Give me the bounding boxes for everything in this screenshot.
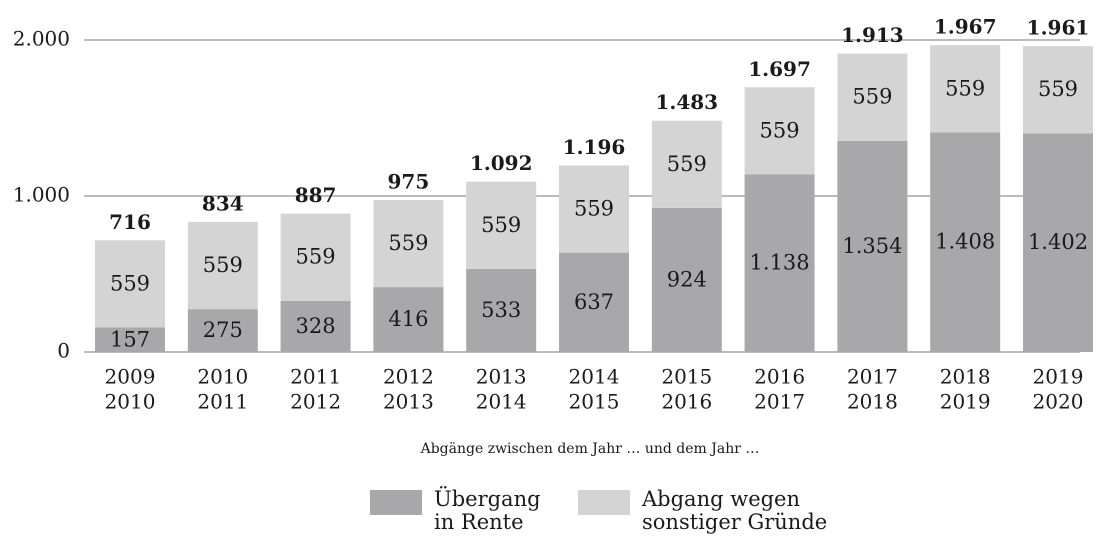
x-tick-label: 2018: [940, 365, 991, 389]
bar-segment: [559, 165, 629, 253]
y-tick-label: 1.000: [13, 183, 70, 207]
bar-segment: [744, 174, 815, 352]
legend-item: Übergang in Rente: [370, 488, 564, 534]
data-label: 559: [945, 76, 985, 100]
x-tick-label: 2017: [754, 390, 805, 414]
bar-segment: [373, 287, 444, 352]
bar-segment: [466, 268, 537, 352]
total-label: 1.961: [1027, 16, 1090, 40]
bar-segment: [651, 207, 722, 352]
bar-segment: [1023, 46, 1093, 134]
data-label: 328: [296, 314, 336, 338]
x-tick-label: 2016: [754, 365, 805, 389]
data-label: 559: [852, 85, 892, 109]
data-label: 157: [110, 327, 150, 351]
chart: Abgänge zwischen dem Jahr … und dem Jahr…: [13, 15, 1093, 457]
x-tick-label: 2011: [197, 390, 248, 414]
total-label: 1.196: [563, 135, 626, 159]
data-label: 559: [667, 152, 707, 176]
data-label: 1.402: [1028, 230, 1088, 254]
data-label: 1.408: [935, 230, 995, 254]
total-label: 975: [388, 169, 430, 193]
bar-segment: [95, 240, 165, 328]
data-label: 559: [481, 213, 521, 237]
bar-segment: [280, 213, 351, 301]
bar-segment: [744, 87, 815, 175]
x-tick-label: 2010: [105, 390, 156, 414]
x-tick-label: 2016: [661, 390, 712, 414]
data-label: 1.138: [750, 251, 810, 275]
bar-segment: [1023, 133, 1093, 352]
data-label: 533: [481, 298, 521, 322]
data-label: 275: [203, 318, 243, 342]
bar-segment: [187, 309, 258, 352]
total-label: 887: [295, 183, 337, 207]
x-axis-label: Abgänge zwischen dem Jahr … und dem Jahr…: [420, 441, 760, 457]
bar-segment: [466, 181, 537, 269]
total-label: 1.967: [934, 15, 997, 39]
total-label: 834: [202, 191, 244, 215]
bar-segment: [930, 132, 1001, 352]
x-tick-label: 2010: [197, 365, 248, 389]
bar-segment: [95, 327, 165, 352]
x-tick-label: 2013: [476, 365, 527, 389]
bar-segment: [651, 120, 722, 208]
data-label: 559: [760, 118, 800, 142]
total-label: 1.092: [470, 151, 533, 175]
data-label: 559: [203, 253, 243, 277]
data-label: 559: [388, 231, 428, 255]
legend-item: Abgang wegen sonstiger Gründe: [578, 488, 837, 534]
total-label: 1.697: [748, 57, 811, 81]
legend-label: Übergang in Rente: [434, 487, 541, 534]
x-tick-label: 2013: [383, 390, 434, 414]
data-label: 637: [574, 290, 614, 314]
total-label: 716: [109, 210, 151, 234]
bar-segment: [837, 53, 908, 141]
x-tick-label: 2015: [569, 390, 620, 414]
legend-label: Abgang wegen sonstiger Gründe: [642, 487, 828, 534]
legend-swatch: [578, 490, 630, 515]
x-tick-label: 2012: [383, 365, 434, 389]
data-label: 924: [667, 267, 707, 291]
bar-segment: [373, 199, 444, 288]
bar-segment: [187, 221, 258, 310]
bar-segment: [930, 45, 1001, 133]
x-tick-label: 2019: [940, 390, 991, 414]
data-label: 559: [110, 271, 150, 295]
data-label: 559: [1038, 77, 1078, 101]
bar-segment: [837, 140, 908, 352]
x-tick-label: 2011: [290, 365, 341, 389]
y-tick-label: 0: [57, 339, 70, 363]
y-tick-label: 2.000: [13, 27, 70, 51]
x-tick-label: 2018: [847, 390, 898, 414]
bar-segment: [559, 252, 629, 352]
legend-swatch: [370, 490, 422, 515]
x-tick-label: 2015: [661, 365, 712, 389]
x-tick-label: 2017: [847, 365, 898, 389]
x-tick-label: 2019: [1033, 365, 1084, 389]
data-label: 559: [296, 245, 336, 269]
x-tick-label: 2014: [476, 390, 527, 414]
x-tick-label: 2012: [290, 390, 341, 414]
x-tick-label: 2009: [105, 365, 156, 389]
data-label: 416: [388, 307, 428, 331]
data-label: 1.354: [842, 234, 902, 258]
data-label: 559: [574, 197, 614, 221]
total-label: 1.483: [655, 90, 718, 114]
bar-segment: [280, 300, 351, 352]
x-tick-label: 2014: [569, 365, 620, 389]
total-label: 1.913: [841, 23, 904, 47]
x-tick-label: 2020: [1033, 390, 1084, 414]
